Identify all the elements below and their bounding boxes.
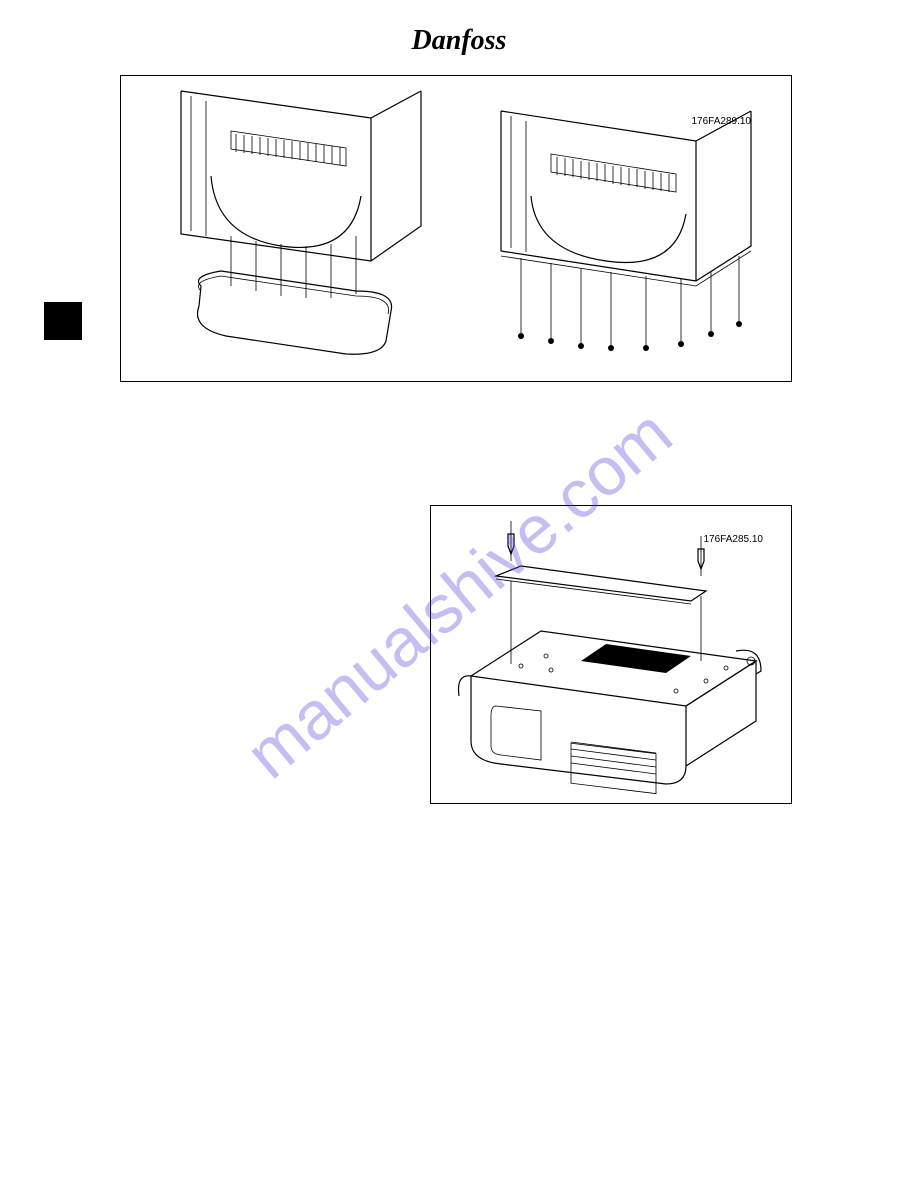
- figure-2-drawing-number: 176FA285.10: [704, 534, 764, 545]
- figure-2-screw-left: [508, 521, 514, 664]
- figure-2-screw-right: [698, 536, 704, 661]
- page-root: Danfoss 176FA289.10: [0, 0, 918, 1188]
- figure-1-left-view: [181, 91, 421, 354]
- brand-logo: Danfoss: [412, 25, 507, 57]
- figure-1-drawing: [121, 76, 791, 381]
- sidebar-marker: [44, 302, 82, 340]
- figure-2-cover-plate: [496, 566, 706, 604]
- figure-1-tray: [198, 271, 392, 354]
- figure-2-drawing: [431, 506, 791, 803]
- figure-1-right-vent: [551, 154, 676, 192]
- figure-2-box: 176FA285.10: [430, 505, 792, 804]
- figure-1-left-vent: [231, 131, 346, 166]
- figure-1-drawing-number: 176FA289.10: [692, 116, 752, 127]
- figure-1-box: 176FA289.10: [120, 75, 792, 382]
- figure-2-top-mesh: [581, 644, 691, 673]
- figure-1-right-view: [501, 111, 751, 351]
- figure-2-enclosure: [459, 631, 762, 794]
- figure-2-front-grille: [571, 742, 656, 794]
